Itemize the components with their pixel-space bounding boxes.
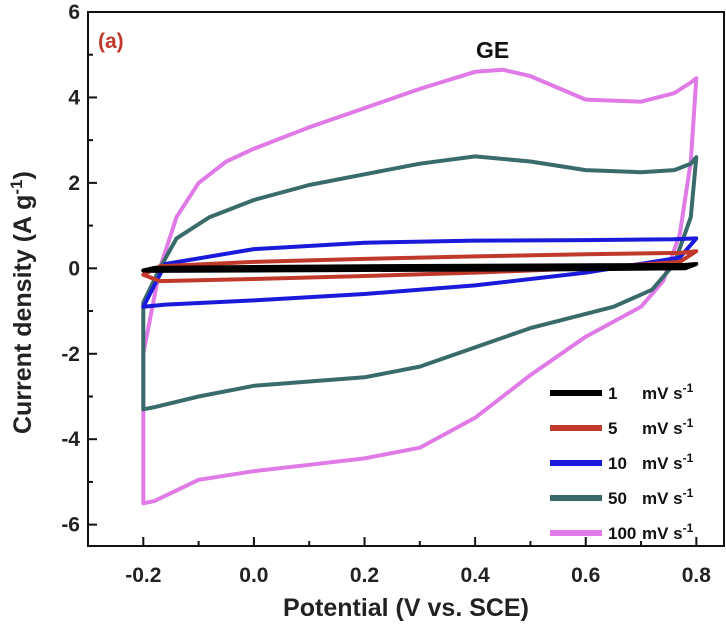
legend-unit-10: mV s-1	[642, 451, 694, 473]
series-group	[141, 67, 699, 506]
legend-label-10: 10	[608, 454, 627, 473]
x-axis-title: Potential (V vs. SCE)	[283, 594, 529, 622]
legend-label-5: 5	[608, 419, 617, 438]
legend-label-50: 50	[608, 489, 627, 508]
series-50-line	[141, 154, 699, 412]
x-tick-label: 0.2	[350, 564, 379, 587]
y-tick-label: 4	[68, 86, 80, 109]
legend-label-100: 100	[608, 524, 636, 543]
series-10-line	[141, 236, 699, 309]
y-tick-label: -4	[61, 428, 80, 451]
legend: 1 mV s-1 5 mV s-1 10 mV s-1 50 mV s-1 100 mV s-1	[550, 381, 694, 543]
y-axis-title-sup: -1	[7, 180, 26, 195]
series-100-line	[141, 67, 699, 506]
x-tick-label: 0.6	[571, 564, 600, 587]
series-5-line	[141, 249, 699, 284]
ticks: -0.2 0.0 0.2 0.4 0.6 0.8 -6 -4 -2 0 2 4 6	[61, 1, 711, 587]
y-tick-label: -6	[61, 514, 80, 537]
chart-title: GE	[476, 37, 509, 63]
y-tick-label: -2	[61, 343, 80, 366]
x-tick-label: -0.2	[125, 564, 161, 587]
x-tick-label: 0.4	[461, 564, 491, 587]
y-tick-label: 2	[68, 172, 80, 195]
y-axis-title-main: Current density (A g	[9, 195, 37, 434]
x-tick-label: 0.8	[682, 564, 712, 587]
plot-frame	[87, 11, 725, 547]
series-1-line	[141, 262, 699, 273]
y-axis-title-end: )	[9, 171, 37, 179]
y-axis-title: Current density (A g-1)	[7, 171, 38, 434]
legend-unit-1: mV s-1	[642, 381, 694, 403]
legend-unit-50: mV s-1	[642, 486, 694, 508]
legend-label-1: 1	[608, 384, 617, 403]
y-tick-label: 0	[68, 257, 80, 280]
legend-unit-100: mV s-1	[642, 521, 694, 543]
x-tick-label: 0.0	[239, 564, 268, 587]
legend-unit-5: mV s-1	[642, 416, 694, 438]
panel-label: (a)	[98, 30, 124, 53]
y-tick-label: 6	[68, 1, 80, 24]
